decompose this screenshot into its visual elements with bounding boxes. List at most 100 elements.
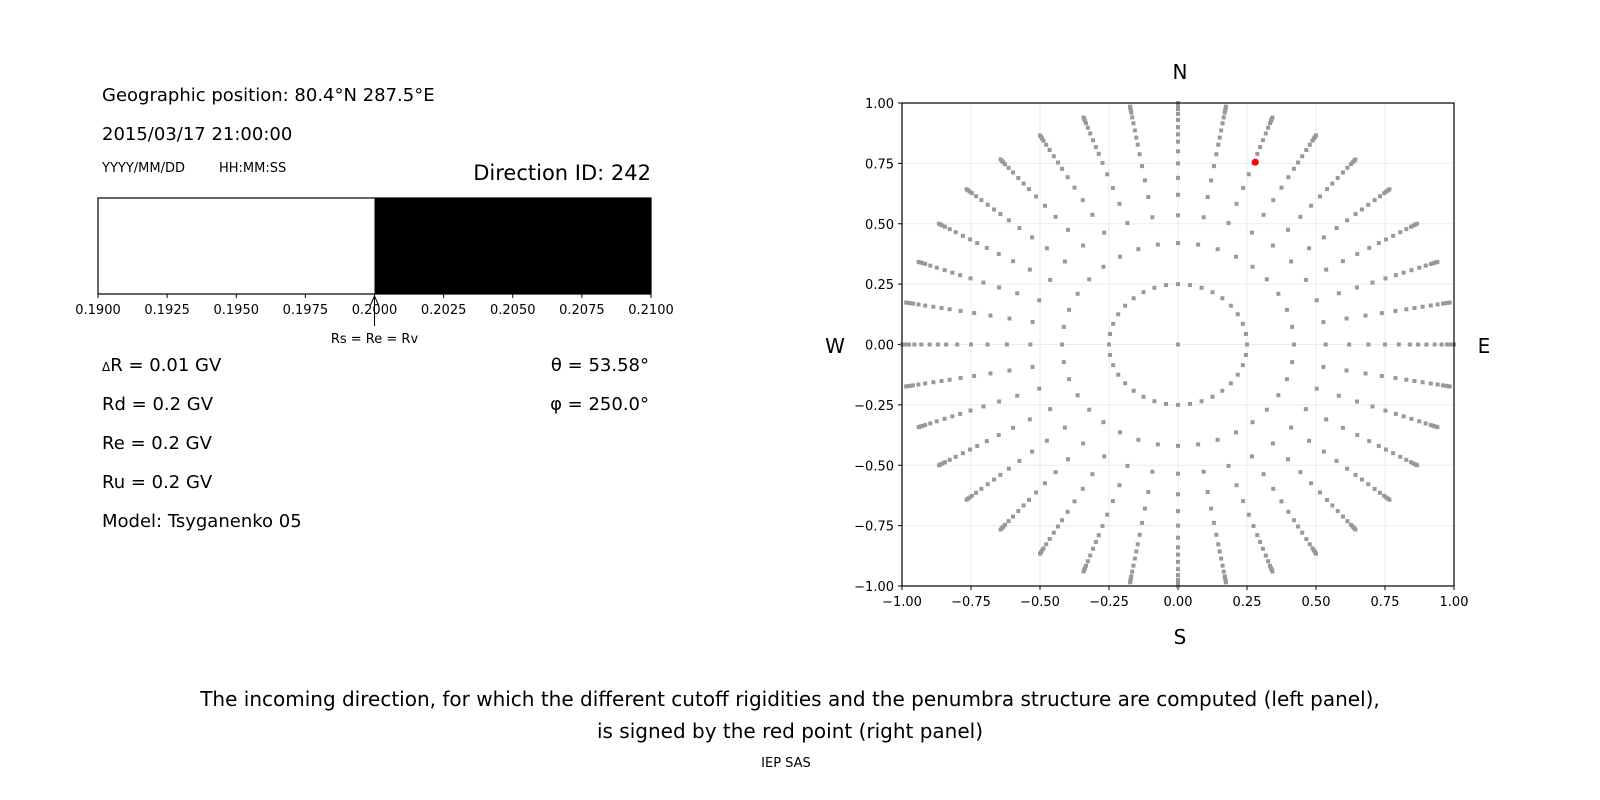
grid-point [1417,265,1422,270]
grid-point [1140,164,1145,169]
grid-point [1393,411,1398,416]
grid-point [1353,527,1358,532]
grid-point [1355,251,1360,256]
grid-point [1420,380,1425,385]
grid-point [1037,386,1042,391]
grid-point [979,486,984,491]
grid-point [1196,242,1201,247]
grid-point [1004,342,1009,347]
bar-segment [98,198,375,294]
x-tick-label: 0.2025 [421,303,467,318]
grid-point [1372,198,1377,203]
grid-point [920,423,925,428]
grid-point [1118,254,1123,259]
bar-segment [374,198,651,294]
grid-point [1279,499,1284,504]
direction-scatter-chart: −1.00−1.00 −0.75 −0.75 −0.50 −0.50 −0.25 −0.25… [825,60,1490,649]
x-tick-label: −0.25 [1089,595,1129,610]
plot-frame [901,102,1455,587]
grid-point [1091,138,1096,143]
grid-point [923,423,928,428]
grid-point [1404,227,1409,232]
grid-point [950,270,955,275]
grid-point [1423,263,1428,268]
grid-point [934,419,939,424]
grid-point [1367,439,1372,444]
grid-point [953,230,958,235]
grid-point [1062,259,1067,264]
grid-point [1176,139,1180,144]
grid-point [1083,563,1088,568]
grid-point [981,404,986,409]
grid-point [1037,298,1042,303]
grid-point [931,380,936,385]
grid-point [988,313,993,318]
y-tick-label: 0.00 [865,339,894,354]
grid-point [1441,383,1446,388]
grid-point [1424,342,1429,347]
grid-point [1391,451,1396,456]
grid-point [1383,237,1388,242]
grid-point [1100,160,1105,165]
grid-point [1028,342,1033,347]
grid-point [964,187,969,192]
grid-point [1289,259,1294,264]
grid-point [1234,201,1239,206]
grid-point [1117,483,1122,488]
grid-point [1080,198,1085,203]
grid-point [1387,187,1392,192]
grid-point [1415,221,1420,226]
grid-point [1307,542,1312,547]
grid-point [912,342,917,347]
incoming-direction-point [1251,158,1259,166]
grid-point [1142,506,1147,511]
grid-point [1176,567,1180,572]
grid-point [1330,503,1335,508]
grid-point [1235,372,1240,377]
rd-value: Rd = 0.2 GV [102,394,214,415]
grid-point [1366,202,1371,207]
annotation-label: Rs = Re = Rv [331,332,419,347]
grid-point [1093,145,1098,150]
grid-point [1152,285,1157,290]
grid-point [1111,363,1116,368]
grid-point [1042,481,1047,486]
grid-point [981,280,986,285]
grid-point [1215,437,1220,442]
x-tick-label: 0.50 [1302,595,1331,610]
grid-point [1345,466,1350,471]
grid-point [1260,546,1265,551]
grid-point [1354,399,1359,404]
grid-point [1164,283,1169,288]
grid-point [1061,324,1066,329]
grid-point [1116,312,1121,317]
grid-point [947,307,952,312]
datetime: 2015/03/17 21:00:00 [102,124,293,145]
x-tick-label: 0.1950 [214,303,260,318]
grid-point [1026,497,1031,502]
grid-point [1359,207,1364,212]
grid-point [1383,447,1388,452]
grid-point [1286,175,1291,180]
delta-r-value: R = 0.01 GV [110,355,222,376]
grid-point [1215,247,1220,252]
grid-point [974,194,979,199]
grid-point [1246,172,1251,177]
grid-point [1055,160,1060,165]
grid-point [1176,161,1180,166]
grid-point [984,439,989,444]
grid-point [1187,283,1192,288]
grid-point [1176,117,1180,122]
x-tick-label: 0.2100 [628,303,674,318]
grid-point [1432,342,1437,347]
grid-point [1353,157,1358,162]
grid-point [1383,276,1388,281]
grid-point [1298,214,1303,219]
grid-point [1336,291,1341,296]
grid-point [1383,342,1387,347]
grid-point [1263,553,1268,558]
grid-point [1220,296,1225,301]
grid-point [923,381,928,386]
grid-point [1042,203,1047,208]
